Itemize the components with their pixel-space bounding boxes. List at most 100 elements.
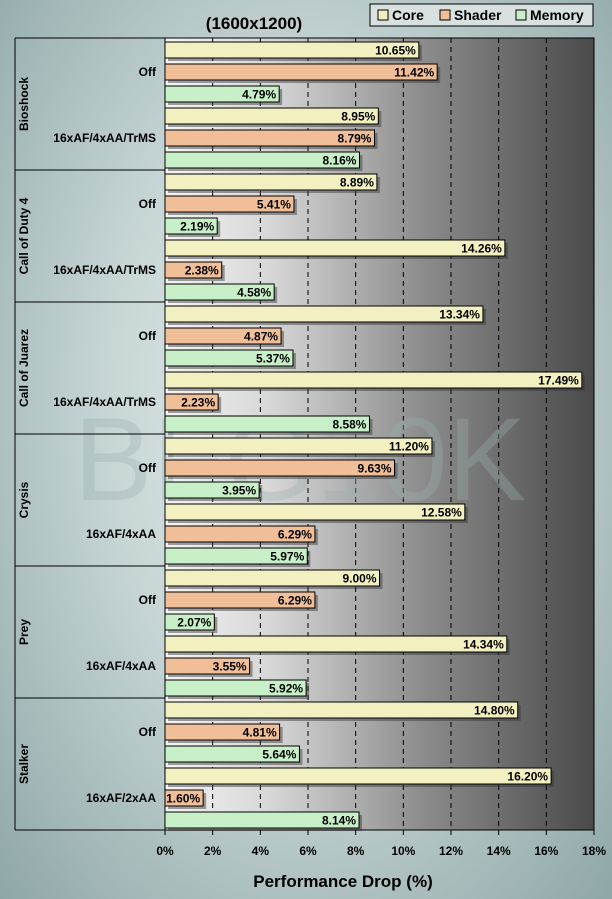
x-tick-label: 10%: [391, 844, 415, 858]
bar-shader: [164, 195, 295, 213]
setting-label: 16xAF/4xAA/TrMS: [53, 263, 156, 277]
x-tick-label: 6%: [299, 844, 317, 858]
game-label: Call of Duty 4: [17, 197, 31, 274]
data-label: 9.63%: [357, 462, 391, 476]
data-label: 8.16%: [322, 154, 356, 168]
data-label: 8.95%: [341, 110, 375, 124]
data-label: 12.58%: [421, 506, 462, 520]
bar-memory: [164, 811, 360, 829]
legend: Core Shader Memory: [369, 3, 594, 27]
data-label: 11.20%: [389, 440, 429, 454]
data-label: 8.89%: [340, 176, 374, 190]
data-label: 8.14%: [322, 814, 356, 828]
data-label: 1.60%: [166, 792, 200, 806]
setting-label: Off: [139, 65, 157, 79]
data-label: 4.81%: [243, 726, 277, 740]
data-label: 5.37%: [256, 352, 290, 366]
bar-core: [164, 701, 519, 719]
data-label: 17.49%: [538, 374, 579, 388]
setting-label: 16xAF/4xAA: [86, 527, 156, 541]
bar-core: [164, 107, 379, 125]
x-tick-label: 8%: [347, 844, 365, 858]
x-tick-label: 16%: [534, 844, 558, 858]
bar-shader: [164, 459, 396, 477]
data-label: 2.38%: [185, 264, 219, 278]
bar-core: [164, 371, 583, 389]
bars-layer: 10.65% 11.42% 4.79% 8.95% 8.79% 8.16% 8.89% 5.4…: [164, 41, 585, 831]
bar-memory: [164, 547, 308, 565]
legend-label: Shader: [454, 7, 502, 23]
bar-shader: [164, 525, 316, 543]
bar-core: [164, 635, 508, 653]
legend-swatch: [515, 9, 527, 21]
bar-shader: [164, 393, 219, 411]
setting-label: Off: [139, 461, 157, 475]
bar-memory: [164, 679, 307, 697]
setting-label: Off: [139, 725, 157, 739]
data-label: 13.34%: [439, 308, 480, 322]
setting-label: 16xAF/2xAA: [86, 791, 156, 805]
legend-label: Core: [392, 7, 424, 23]
bar-shader: [164, 591, 316, 609]
bar-shader: [164, 261, 223, 279]
data-label: 4.79%: [242, 88, 276, 102]
chart-title: (1600x1200): [206, 14, 302, 33]
bar-core: [164, 41, 420, 59]
bar-core: [164, 503, 466, 521]
x-tick-label: 0%: [156, 844, 174, 858]
data-label: 14.34%: [463, 638, 504, 652]
x-tick-label: 14%: [487, 844, 511, 858]
data-label: 5.41%: [257, 198, 291, 212]
bar-core: [164, 767, 552, 785]
data-label: 6.29%: [278, 594, 312, 608]
data-label: 16.20%: [507, 770, 548, 784]
data-label: 6.29%: [278, 528, 312, 542]
bar-memory: [164, 415, 370, 433]
grid-lines: [212, 38, 547, 830]
bar-shader: [164, 63, 438, 81]
game-label: Bioshock: [17, 77, 31, 131]
game-label: Stalker: [17, 744, 31, 784]
bar-shader: [164, 789, 204, 807]
bar-shader: [164, 327, 282, 345]
data-label: 8.58%: [332, 418, 366, 432]
data-label: 9.00%: [342, 572, 376, 586]
setting-label: Off: [139, 593, 157, 607]
x-tick-label: 12%: [439, 844, 463, 858]
plot-area: [164, 37, 595, 831]
bar-memory: [164, 85, 280, 103]
bar-core: [164, 305, 484, 323]
setting-label: 16xAF/4xAA: [86, 659, 156, 673]
data-label: 11.42%: [394, 66, 434, 80]
legend-swatch: [439, 9, 451, 21]
bar-memory: [164, 481, 260, 499]
data-label: 5.92%: [269, 682, 303, 696]
data-label: 10.65%: [375, 44, 416, 58]
legend-swatch: [377, 9, 389, 21]
legend-label: Memory: [530, 7, 584, 23]
bar-shader: [164, 657, 251, 675]
data-label: 4.58%: [237, 286, 271, 300]
bar-core: [164, 569, 380, 587]
setting-label: 16xAF/4xAA/TrMS: [53, 395, 156, 409]
data-label: 14.80%: [474, 704, 515, 718]
setting-label: Off: [139, 197, 157, 211]
x-axis-label: Performance Drop (%): [253, 872, 432, 891]
category-labels: Bioshock Off 16xAF/4xAA/TrMS Call of Duty 4…: [14, 37, 165, 831]
bar-shader: [164, 129, 375, 147]
bar-memory: [164, 283, 275, 301]
x-tick-label: 2%: [204, 844, 222, 858]
bar-memory: [164, 349, 294, 367]
x-tick-label: 18%: [582, 844, 606, 858]
bar-memory: [164, 613, 215, 631]
data-label: 8.79%: [337, 132, 371, 146]
bar-core: [164, 173, 378, 191]
data-label: 5.64%: [262, 748, 296, 762]
bar-memory: [164, 217, 218, 235]
data-label: 14.26%: [461, 242, 502, 256]
legend-box: [369, 3, 594, 27]
data-label: 4.87%: [244, 330, 278, 344]
game-label: Crysis: [17, 481, 31, 518]
